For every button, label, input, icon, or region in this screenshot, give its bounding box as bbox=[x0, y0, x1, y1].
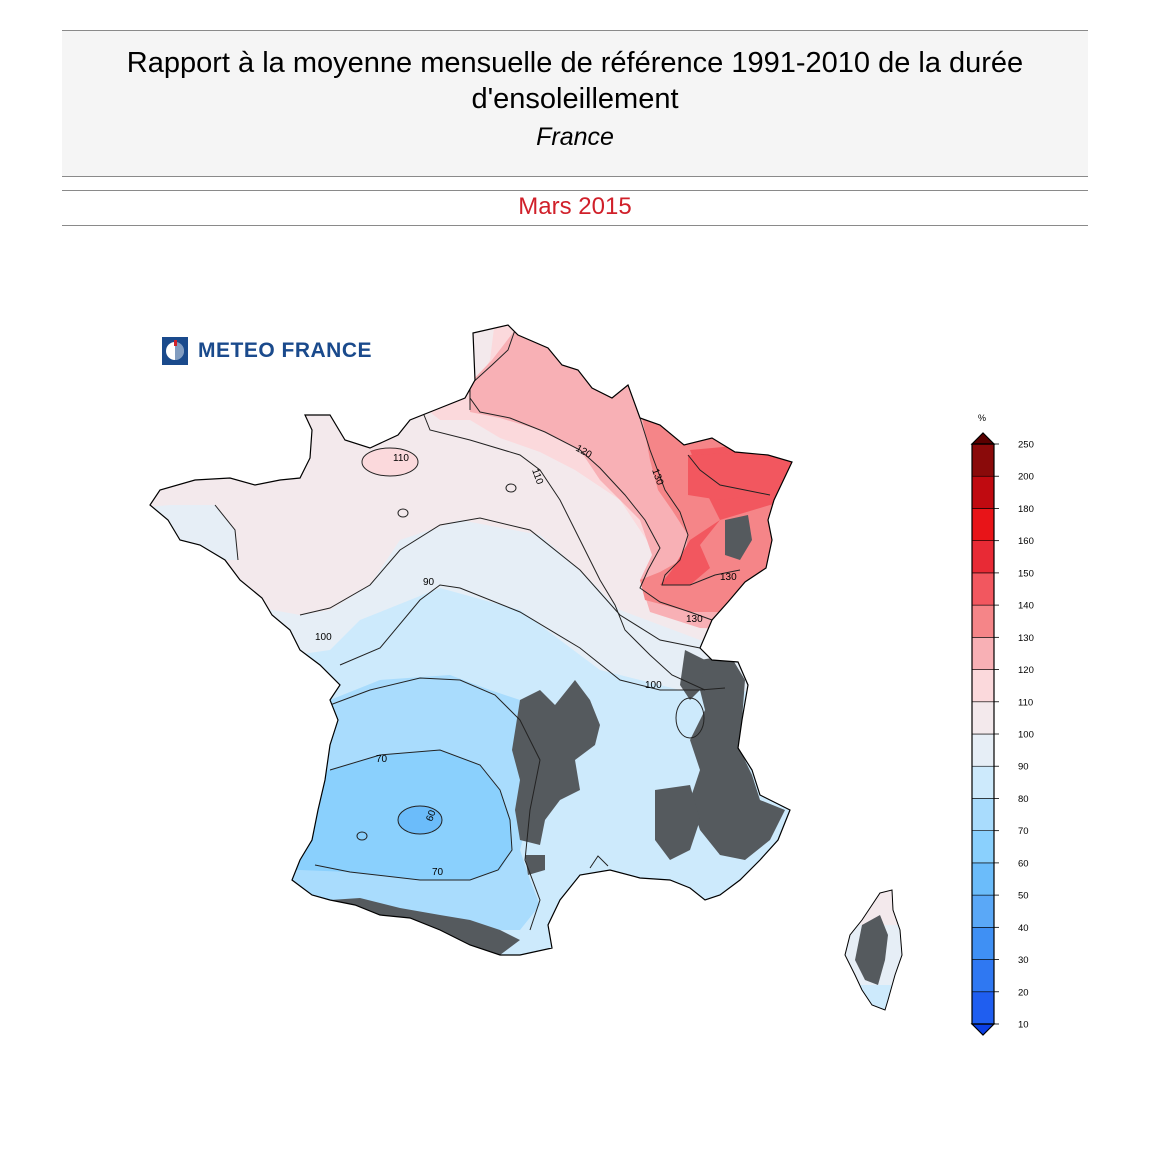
legend-band bbox=[971, 798, 995, 831]
contour-label: 130 bbox=[720, 572, 737, 583]
legend-tick-label: 160 bbox=[1018, 536, 1034, 547]
legend-band bbox=[971, 862, 995, 896]
meteo-france-logo-icon bbox=[162, 337, 188, 365]
legend-band bbox=[971, 669, 995, 703]
map-title: Rapport à la moyenne mensuelle de référe… bbox=[62, 45, 1088, 117]
legend-band bbox=[971, 540, 995, 574]
legend-tick-label: 70 bbox=[1018, 826, 1029, 837]
legend-band bbox=[971, 604, 995, 638]
contour-label: 90 bbox=[423, 577, 435, 588]
legend-tick-label: 180 bbox=[1018, 504, 1034, 515]
legend-tick-label: 20 bbox=[1018, 987, 1029, 998]
legend-tick-label: 140 bbox=[1018, 601, 1034, 612]
legend-tick-label: 110 bbox=[1018, 697, 1033, 708]
legend-band bbox=[971, 959, 995, 993]
legend-tick-label: 200 bbox=[1018, 472, 1034, 483]
legend-band bbox=[971, 991, 995, 1025]
legend-band bbox=[971, 927, 995, 960]
map-title-line2: d'ensoleillement bbox=[471, 83, 679, 115]
legend-tick-label: 120 bbox=[1018, 665, 1034, 676]
field-50-60 bbox=[398, 806, 442, 834]
contour-label: 100 bbox=[645, 680, 662, 691]
legend-band bbox=[971, 475, 995, 509]
legend-tick-label: 130 bbox=[1018, 633, 1034, 644]
legend-tick-label: 10 bbox=[1018, 1020, 1029, 1031]
legend-tick-label: 100 bbox=[1018, 730, 1034, 741]
legend-max-arrow bbox=[970, 432, 996, 445]
legend-band bbox=[971, 894, 995, 928]
legend-band bbox=[971, 637, 995, 670]
field-brittany-90-100 bbox=[150, 505, 238, 560]
legend-band bbox=[971, 701, 995, 735]
legend-tick-label: 40 bbox=[1018, 923, 1029, 934]
contour-label: 60 bbox=[424, 808, 438, 823]
contour-lines bbox=[214, 329, 771, 931]
legend-tick-label: 80 bbox=[1018, 794, 1029, 805]
legend-unit: % bbox=[978, 413, 986, 423]
legend-min-arrow bbox=[970, 1023, 996, 1036]
legend-colorbar: % 10 20 30 40 50 60 70 80 90 100 110 120 130 140 150 16… bbox=[970, 413, 1034, 1036]
contour-label: 70 bbox=[432, 867, 444, 878]
field-normandy-110 bbox=[362, 448, 418, 476]
legend-band bbox=[971, 733, 995, 767]
contour-label: 110 bbox=[529, 467, 545, 486]
contour-label: 70 bbox=[376, 754, 388, 765]
legend-tick-label: 60 bbox=[1018, 858, 1029, 869]
legend-band bbox=[971, 443, 995, 477]
legend-band bbox=[971, 572, 995, 606]
legend-tick-label: 50 bbox=[1018, 891, 1029, 902]
legend-tick-label: 250 bbox=[1018, 440, 1034, 451]
legend-band bbox=[971, 765, 995, 799]
legend-tick-label: 30 bbox=[1018, 955, 1029, 966]
contour-label: 110 bbox=[393, 453, 409, 464]
map-region: France bbox=[536, 123, 614, 151]
legend-band bbox=[971, 508, 995, 541]
contour-label: 130 bbox=[686, 614, 703, 625]
map-corsica bbox=[845, 890, 902, 1010]
meteo-france-logo: METEO FRANCE bbox=[162, 337, 372, 365]
contour-label: 100 bbox=[315, 632, 332, 643]
legend-band bbox=[971, 830, 995, 864]
map-period: Mars 2015 bbox=[62, 190, 1088, 226]
legend-tick-label: 150 bbox=[1018, 568, 1034, 579]
contour-labels: 110 120 110 130 130 130 100 100 90 70 70… bbox=[315, 443, 737, 878]
map-title-line1: Rapport à la moyenne mensuelle de référe… bbox=[126, 47, 1024, 79]
legend-tick-label: 90 bbox=[1018, 762, 1029, 773]
title-panel: Rapport à la moyenne mensuelle de référe… bbox=[62, 30, 1088, 177]
logo-text: METEO FRANCE bbox=[198, 339, 372, 362]
